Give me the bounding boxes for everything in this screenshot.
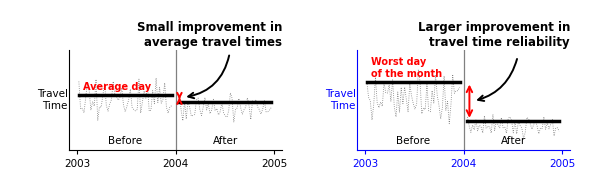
Text: Average day: Average day bbox=[83, 82, 151, 92]
Text: Larger improvement in
travel time reliability: Larger improvement in travel time reliab… bbox=[418, 21, 570, 49]
Text: Small improvement in
average travel times: Small improvement in average travel time… bbox=[137, 21, 282, 49]
Text: Before: Before bbox=[108, 136, 142, 146]
Y-axis label: Travel
Time: Travel Time bbox=[325, 89, 356, 111]
Y-axis label: Travel
Time: Travel Time bbox=[37, 89, 68, 111]
Text: Worst day
of the month: Worst day of the month bbox=[371, 57, 442, 79]
Text: Before: Before bbox=[396, 136, 430, 146]
Text: After: After bbox=[213, 136, 238, 146]
Text: After: After bbox=[501, 136, 526, 146]
